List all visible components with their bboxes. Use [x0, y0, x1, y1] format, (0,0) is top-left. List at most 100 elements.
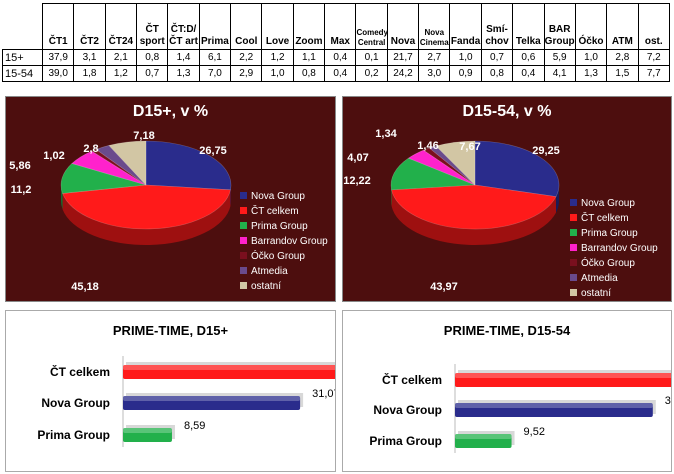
bar	[455, 434, 512, 448]
table-cell: 1,2	[104, 65, 138, 82]
column-header: Max	[324, 3, 357, 50]
pie-side	[230, 185, 232, 206]
legend-swatch	[570, 259, 577, 266]
legend-swatch	[570, 214, 577, 221]
pie-slice	[91, 149, 147, 186]
pie-slice	[62, 184, 231, 230]
bar-title-d1554: PRIME-TIME, D15-54	[443, 323, 571, 338]
bar-title-d15: PRIME-TIME, D15+	[112, 323, 229, 338]
legend-swatch	[570, 289, 577, 296]
legend-swatch	[240, 237, 247, 244]
pie-title-d1554: D15-54, v %	[462, 103, 552, 120]
pie-panel-d15: D15+, v % 26,75 45,18 11,2 5,86 1,02 2,8 7,18 N…	[5, 96, 336, 302]
column-header: Fanda	[449, 3, 482, 50]
pie-slice	[422, 147, 476, 186]
bar-highlight	[123, 396, 301, 401]
pie-data-label: 1,34	[375, 128, 397, 140]
table-cell: 4,1	[543, 65, 576, 82]
table-cell: 7,7	[637, 65, 671, 82]
bar	[123, 396, 301, 410]
table-cell: 1,0	[261, 65, 294, 82]
table-cell: 1,0	[574, 49, 608, 66]
pie-slice	[391, 184, 557, 230]
legend-label: ČT celkem	[251, 204, 299, 217]
table-row: 15+ 37,9 3,1 2,1 0,8 1,4 6,1 2,2 1,2 1,1 0,4 0,1 21,…	[2, 49, 671, 66]
column-header: ČT:D/ ČT art	[167, 3, 200, 50]
legend-swatch	[240, 252, 247, 259]
pie-data-label: 2,8	[83, 143, 98, 155]
bar	[455, 403, 653, 417]
bar	[455, 373, 671, 387]
column-header: Nova	[386, 3, 420, 50]
pie-data-label: 4,07	[347, 152, 368, 164]
pie-title-d15: D15+, v %	[132, 103, 209, 120]
table-cell: 1,5	[606, 65, 639, 82]
pie-side	[391, 185, 392, 206]
pie-data-label: 1,02	[43, 150, 64, 162]
table-cell: 0,1	[355, 49, 388, 66]
table-cell: 1,2	[261, 49, 294, 66]
legend-swatch	[570, 274, 577, 281]
pie-slice	[407, 149, 476, 186]
pie-side	[61, 185, 63, 210]
table-cell: 1,3	[167, 65, 200, 82]
legend-label: Barrandov Group	[251, 236, 328, 247]
table-cell: 2,7	[418, 49, 451, 66]
table-cell: 5,9	[543, 49, 576, 66]
table-cell: 21,7	[386, 49, 420, 66]
pie-slice	[435, 140, 476, 186]
legend-label: ČT celkem	[581, 211, 629, 224]
table-cell: 0,9	[449, 65, 482, 82]
table-cell: 7,0	[198, 65, 232, 82]
bar-category-label: ČT celkem	[50, 364, 110, 379]
legend-label: Nova Group	[581, 198, 635, 209]
column-header: ČT24	[104, 3, 138, 50]
table-cell: 1,4	[167, 49, 200, 66]
table-cell: 6,1	[198, 49, 232, 66]
pie-side	[391, 189, 557, 246]
pie-side	[62, 189, 231, 245]
legend-label: Óčko Group	[251, 249, 305, 262]
table-cell: 7,2	[637, 49, 671, 66]
pie-data-label: 26,75	[199, 145, 227, 157]
column-header: ČT1	[41, 3, 75, 50]
share-table-header: ČT1 ČT2 ČT24 ČT sport ČT:D/ ČT art Prima Cool L…	[2, 3, 671, 50]
table-cell: 1,3	[574, 65, 608, 82]
bar-value-label: 8,59	[184, 420, 205, 432]
pie-slice	[95, 145, 147, 186]
legend-swatch	[570, 229, 577, 236]
table-cell: 0,8	[480, 65, 514, 82]
table-cell: 24,2	[386, 65, 420, 82]
bar-category-label: Nova Group	[41, 396, 110, 410]
pie-chart-d15: 26,75 45,18 11,2 5,86 1,02 2,8 7,18 Nova Group Č…	[9, 130, 328, 293]
table-cell: 0,8	[292, 65, 326, 82]
column-header: Prima	[198, 3, 232, 50]
pie-panel-d1554: D15-54, v % 29,25 43,97 12,22 4,07 1,34 1,46 7…	[342, 96, 672, 302]
column-header: Cool	[230, 3, 263, 50]
table-cell: 2,1	[104, 49, 138, 66]
bar-highlight	[455, 373, 671, 378]
table-cell: 0,7	[136, 65, 169, 82]
table-cell: 3,1	[73, 49, 106, 66]
pie-data-label: 45,18	[71, 281, 99, 293]
legend-swatch	[240, 267, 247, 274]
legend-label: Atmedia	[251, 266, 288, 277]
pie-data-label: 5,86	[9, 160, 30, 172]
legend-swatch	[240, 222, 247, 229]
bar-highlight	[455, 403, 653, 408]
pie-chart-d1554: 29,25 43,97 12,22 4,07 1,34 1,46 7,67 Nova Grou…	[343, 128, 658, 299]
legend-label: Nova Group	[251, 191, 305, 202]
bar-category-label: Prima Group	[37, 428, 110, 442]
column-header: Love	[261, 3, 294, 50]
bar-category-label: Prima Group	[369, 434, 442, 448]
column-header: Telka	[512, 3, 545, 50]
bar-value-label: 9,52	[524, 426, 545, 438]
table-cell: 1,0	[449, 49, 482, 66]
bar-category-label: Nova Group	[373, 403, 442, 417]
pie-side	[556, 185, 559, 213]
pie-data-label: 43,97	[430, 281, 458, 293]
table-cell: 0,4	[324, 65, 357, 82]
